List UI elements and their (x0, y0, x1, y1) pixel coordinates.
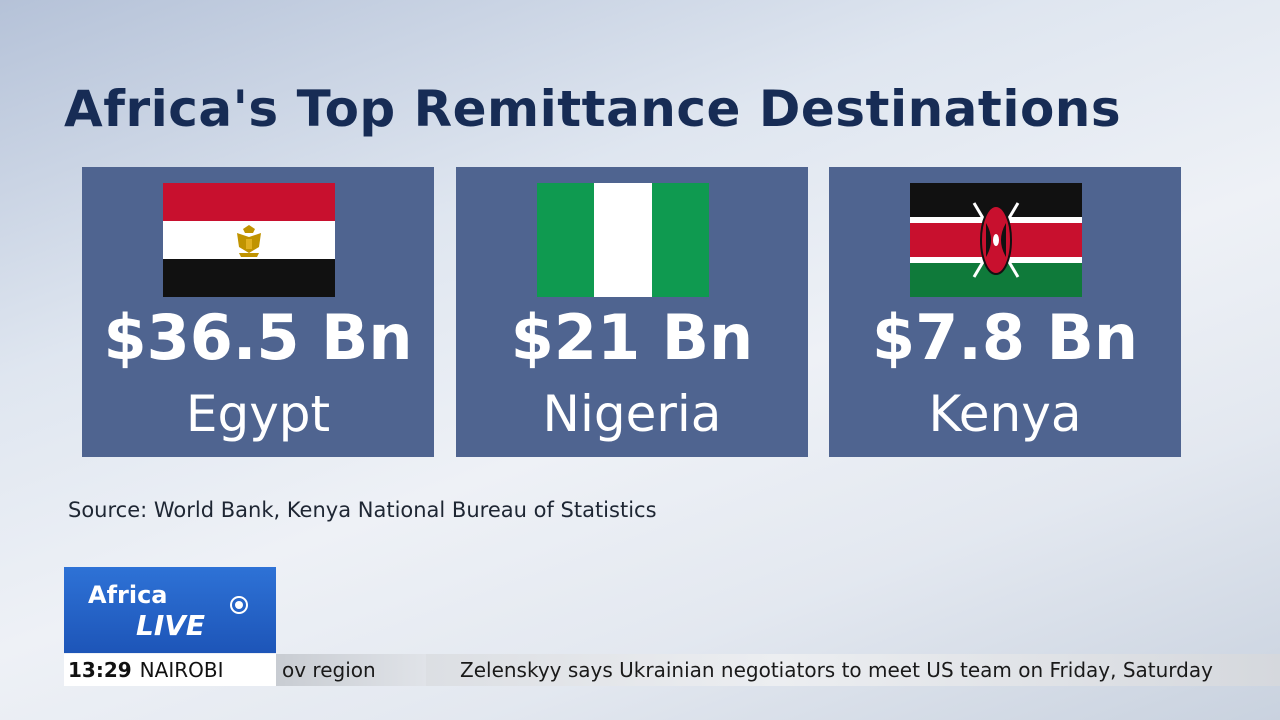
card-amount: $21 Bn (510, 301, 754, 374)
egypt-flag-icon (163, 183, 335, 297)
clock-bar: 13:29 NAIROBI (64, 654, 276, 686)
card-kenya: $7.8 Bn Kenya (829, 167, 1181, 457)
card-egypt: $36.5 Bn Egypt (82, 167, 434, 457)
card-amount: $7.8 Bn (872, 301, 1138, 374)
source-note: Source: World Bank, Kenya National Burea… (68, 498, 657, 522)
page-title: Africa's Top Remittance Destinations (64, 80, 1122, 138)
logo-live-text: LIVE (136, 609, 206, 642)
live-dot-icon (230, 596, 248, 614)
africa-live-logo: Africa LIVE (64, 567, 276, 653)
card-country: Egypt (185, 385, 331, 443)
clock-time: 13:29 (68, 658, 132, 682)
ticker-previous: ov region (276, 654, 426, 686)
kenya-flag-icon (910, 183, 1082, 297)
logo-africa-text: Africa (88, 581, 168, 609)
card-amount: $36.5 Bn (103, 301, 413, 374)
card-country: Nigeria (542, 385, 722, 443)
news-ticker: ov region Zelenskyy says Ukrainian negot… (276, 654, 1280, 686)
card-nigeria: $21 Bn Nigeria (456, 167, 808, 457)
clock-city: NAIROBI (139, 658, 224, 682)
card-country: Kenya (928, 385, 1082, 443)
ticker-headline: Zelenskyy says Ukrainian negotiators to … (460, 658, 1213, 682)
nigeria-flag-icon (537, 183, 709, 297)
